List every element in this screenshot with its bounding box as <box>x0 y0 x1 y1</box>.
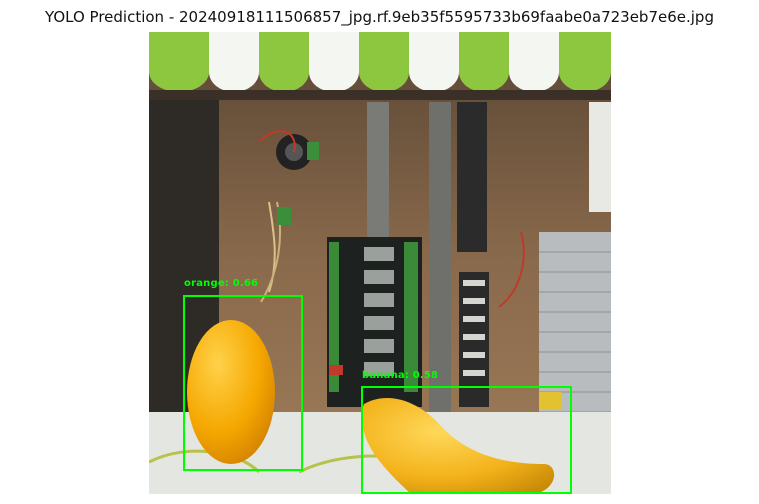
detection-label-banana: banana: 0.58 <box>362 370 439 381</box>
banana-fruit <box>361 397 555 494</box>
scene-illustration <box>149 32 611 494</box>
detection-box-orange <box>183 295 303 471</box>
orange-fruit <box>187 320 275 464</box>
prediction-image: orange: 0.66 banana: 0.58 <box>149 32 611 494</box>
detection-label-orange: orange: 0.66 <box>184 278 259 289</box>
awning <box>149 32 611 92</box>
detection-box-banana <box>361 386 572 494</box>
figure-title: YOLO Prediction - 20240918111506857_jpg.… <box>45 8 714 26</box>
